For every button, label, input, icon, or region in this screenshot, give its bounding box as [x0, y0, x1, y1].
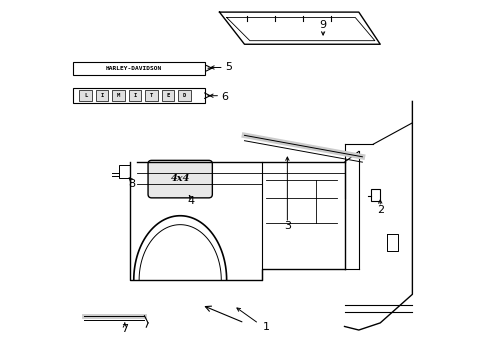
Bar [73, 88, 205, 103]
Bar [80, 90, 92, 102]
Bar [96, 90, 108, 102]
Text: HARLEY-DAVIDSON: HARLEY-DAVIDSON [105, 66, 162, 71]
Text: 2: 2 [376, 205, 383, 215]
Text: 4x4: 4x4 [170, 175, 189, 184]
Text: 1: 1 [262, 322, 269, 332]
Text: 4: 4 [187, 197, 194, 206]
Text: 3: 3 [284, 221, 290, 231]
Text: I: I [133, 93, 136, 98]
Bar [370, 189, 380, 202]
FancyBboxPatch shape [148, 160, 212, 198]
Text: I: I [101, 93, 103, 98]
Text: 6: 6 [221, 92, 228, 102]
Text: E: E [166, 93, 169, 98]
Text: D: D [183, 93, 185, 98]
Bar [112, 90, 124, 102]
Bar [145, 90, 157, 102]
Bar [162, 90, 174, 102]
Text: 5: 5 [224, 63, 231, 72]
Bar [128, 90, 141, 102]
Text: M: M [117, 93, 120, 98]
Bar [119, 165, 130, 178]
Text: L: L [84, 93, 87, 98]
Text: 7: 7 [121, 324, 128, 334]
Bar [178, 90, 190, 102]
Text: 8: 8 [128, 179, 135, 189]
Bar [73, 62, 205, 75]
Text: 9: 9 [319, 19, 326, 30]
Text: T: T [149, 93, 153, 98]
